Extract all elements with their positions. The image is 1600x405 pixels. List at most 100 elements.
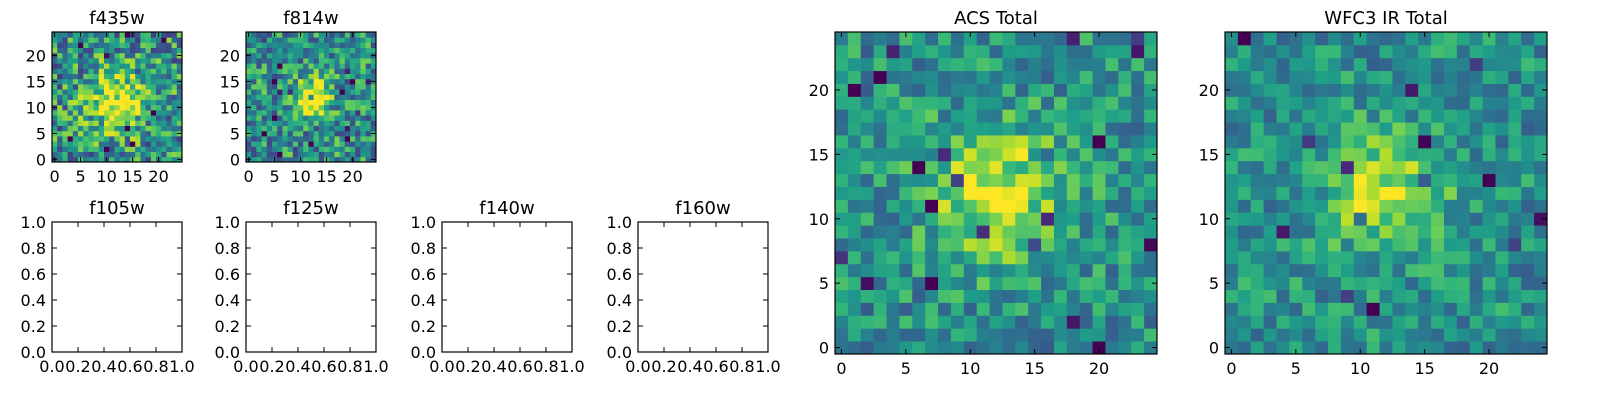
heatmap-cell [67,58,74,64]
heatmap-cell [339,63,346,69]
heatmap-cell [109,32,115,38]
heatmap-cell [277,151,283,158]
heatmap-cell [329,125,335,132]
heatmap-cell [83,110,89,116]
heatmap-cell [161,89,167,95]
heatmap-cell [1002,44,1016,59]
heatmap-cell [976,328,990,342]
heatmap-cell [1276,212,1290,226]
heatmap-cell [1276,173,1290,187]
heatmap-cell [93,156,100,163]
heatmap-cell [860,263,875,278]
heatmap-cell [1379,212,1393,226]
heatmap-cell [251,156,257,163]
heatmap-cell [145,68,152,74]
heatmap-cell [1118,186,1132,200]
heatmap-cell [1366,328,1380,342]
heatmap-cell [109,47,115,54]
heatmap-cell [860,32,875,46]
heatmap-cell [88,63,94,69]
heatmap-cell [1366,199,1380,213]
heatmap-cell [1237,109,1252,123]
heatmap-cell [873,186,887,200]
heatmap-cell [256,94,262,100]
heatmap-cell [303,68,309,74]
heatmap-cell [1105,147,1119,162]
y-tick-label: 0.8 [607,239,632,258]
heatmap-cell [119,89,126,95]
heatmap-cell [860,147,875,162]
heatmap-cell [1263,238,1277,252]
heatmap-cell [1092,122,1106,136]
heatmap-cell [1105,96,1119,110]
heatmap-cell [350,130,356,137]
heatmap-cell [67,141,74,147]
heatmap-cell [62,141,68,147]
heatmap-cell [1237,122,1252,136]
heatmap-cell [171,120,178,126]
heatmap-cell [1328,225,1342,239]
heatmap-cell [1276,328,1290,342]
heatmap-cell [135,37,141,43]
heatmap-cell [835,328,849,342]
heatmap-cell [308,120,314,126]
heatmap-cell [292,141,299,147]
heatmap-cell [344,104,351,111]
heatmap-cell [318,68,325,74]
heatmap-cell [925,147,939,162]
heatmap-cell [1289,199,1303,213]
heatmap-cell [339,125,346,132]
heatmap-cell [1144,32,1158,46]
heatmap-cell [1015,83,1029,97]
heatmap-cell [251,141,257,147]
heatmap-cell [72,32,79,38]
heatmap-cell [145,141,152,147]
heatmap-cell [365,73,372,80]
heatmap-cell [1469,302,1483,316]
heatmap-cell [251,84,257,90]
heatmap-cell [171,68,178,74]
heatmap-cell [150,63,157,69]
heatmap-cell [1079,199,1093,213]
heatmap-cell [847,315,862,329]
heatmap-cell [1237,70,1252,84]
heatmap-cell [104,99,110,106]
heatmap-cell [98,58,105,64]
heatmap-cell [365,110,372,116]
heatmap-cell [52,73,58,80]
heatmap-cell [287,141,294,147]
heatmap-cell [1028,83,1042,97]
heatmap-cell [1431,302,1445,316]
heatmap-cell [1053,225,1068,239]
heatmap-cell [98,120,105,126]
heatmap-cell [329,58,335,64]
heatmap-cell [62,115,68,121]
heatmap-cell [1418,96,1432,110]
heatmap-cell [1353,212,1368,226]
heatmap-cell [1144,160,1158,175]
heatmap-cell [1340,83,1355,97]
heatmap-cell [925,109,939,123]
heatmap-cell [57,52,63,59]
heatmap-cell [963,263,978,278]
heatmap-cell [1289,160,1303,175]
x-tick-label: 0.8 [533,357,558,376]
heatmap-cell [166,110,172,116]
heatmap-cell [1495,276,1509,290]
heatmap-cell [266,42,273,48]
heatmap-cell [93,63,100,69]
heatmap-cell [938,212,952,226]
heatmap-cell [1495,250,1509,265]
heatmap-cell [1015,263,1029,278]
heatmap-cell [156,120,162,126]
x-tick-label: 1.0 [755,357,780,376]
heatmap-cell [52,94,58,100]
heatmap-cell [1418,238,1432,252]
heatmap-cell [1366,315,1380,329]
heatmap-cell [938,263,952,278]
heatmap-cell [1495,83,1509,97]
heatmap-cell [1482,212,1496,226]
heatmap-cell [1340,44,1355,59]
heatmap-cell [360,104,366,111]
heatmap-cell [329,94,335,100]
